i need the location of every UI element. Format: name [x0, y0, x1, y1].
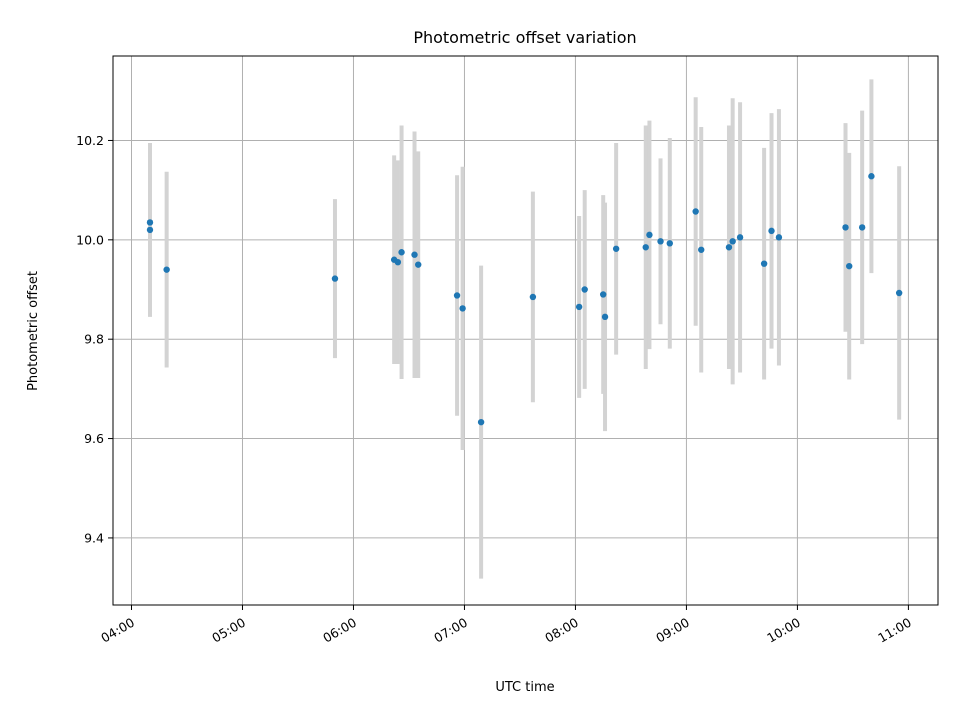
data-point — [858, 224, 866, 231]
data-point — [331, 275, 339, 282]
plot-frame — [112, 55, 939, 606]
data-point — [529, 293, 537, 301]
data-point — [581, 286, 588, 293]
x-tick-label: 06:00 — [320, 615, 359, 646]
data-point — [842, 224, 849, 231]
data-point — [725, 244, 733, 251]
y-tick-label: 9.6 — [84, 431, 104, 446]
data-point — [415, 261, 422, 268]
data-point — [146, 226, 154, 234]
data-point — [666, 240, 673, 247]
y-axis-label: Photometric offset — [26, 271, 41, 391]
x-tick-label: 05:00 — [209, 615, 248, 646]
y-tick-label: 9.4 — [84, 530, 104, 545]
data-point — [646, 231, 653, 239]
data-point — [411, 251, 418, 258]
data-point — [453, 292, 461, 299]
data-point — [895, 289, 903, 297]
data-point — [698, 246, 705, 253]
y-tick-label: 9.8 — [84, 332, 104, 347]
data-point — [775, 234, 783, 241]
data-point — [868, 173, 875, 180]
data-point — [612, 245, 620, 252]
data-point — [642, 244, 649, 251]
x-tick-label: 07:00 — [431, 615, 470, 646]
data-point — [459, 305, 466, 312]
data-point — [736, 234, 744, 241]
data-point — [575, 303, 583, 311]
data-point — [163, 266, 170, 273]
data-point — [768, 227, 775, 235]
data-point — [657, 238, 664, 245]
x-tick-label: 09:00 — [653, 615, 692, 646]
data-point — [601, 313, 609, 321]
x-tick-label: 04:00 — [98, 615, 137, 646]
x-tick-label: 11:00 — [875, 615, 914, 646]
data-point — [729, 238, 736, 245]
x-tick-label: 10:00 — [764, 615, 803, 646]
data-point — [398, 249, 405, 256]
y-tick-label: 10.2 — [76, 133, 104, 148]
data-point — [599, 291, 607, 298]
data-point — [146, 219, 154, 226]
x-axis-label: UTC time — [495, 680, 554, 695]
data-point — [394, 258, 402, 266]
data-point — [477, 418, 485, 426]
x-tick-label: 08:00 — [542, 615, 581, 646]
data-points — [146, 173, 903, 426]
data-point — [846, 262, 853, 270]
data-point — [692, 208, 699, 215]
ticks: 04:00 05:00 06:00 07:00 08:00 09:00 10:00 11:00… — [76, 133, 914, 646]
grid — [113, 56, 938, 605]
error-bars — [147, 79, 902, 579]
data-point — [760, 260, 768, 267]
y-tick-label: 10.0 — [76, 232, 104, 247]
chart-title: Photometric offset variation — [413, 28, 636, 47]
